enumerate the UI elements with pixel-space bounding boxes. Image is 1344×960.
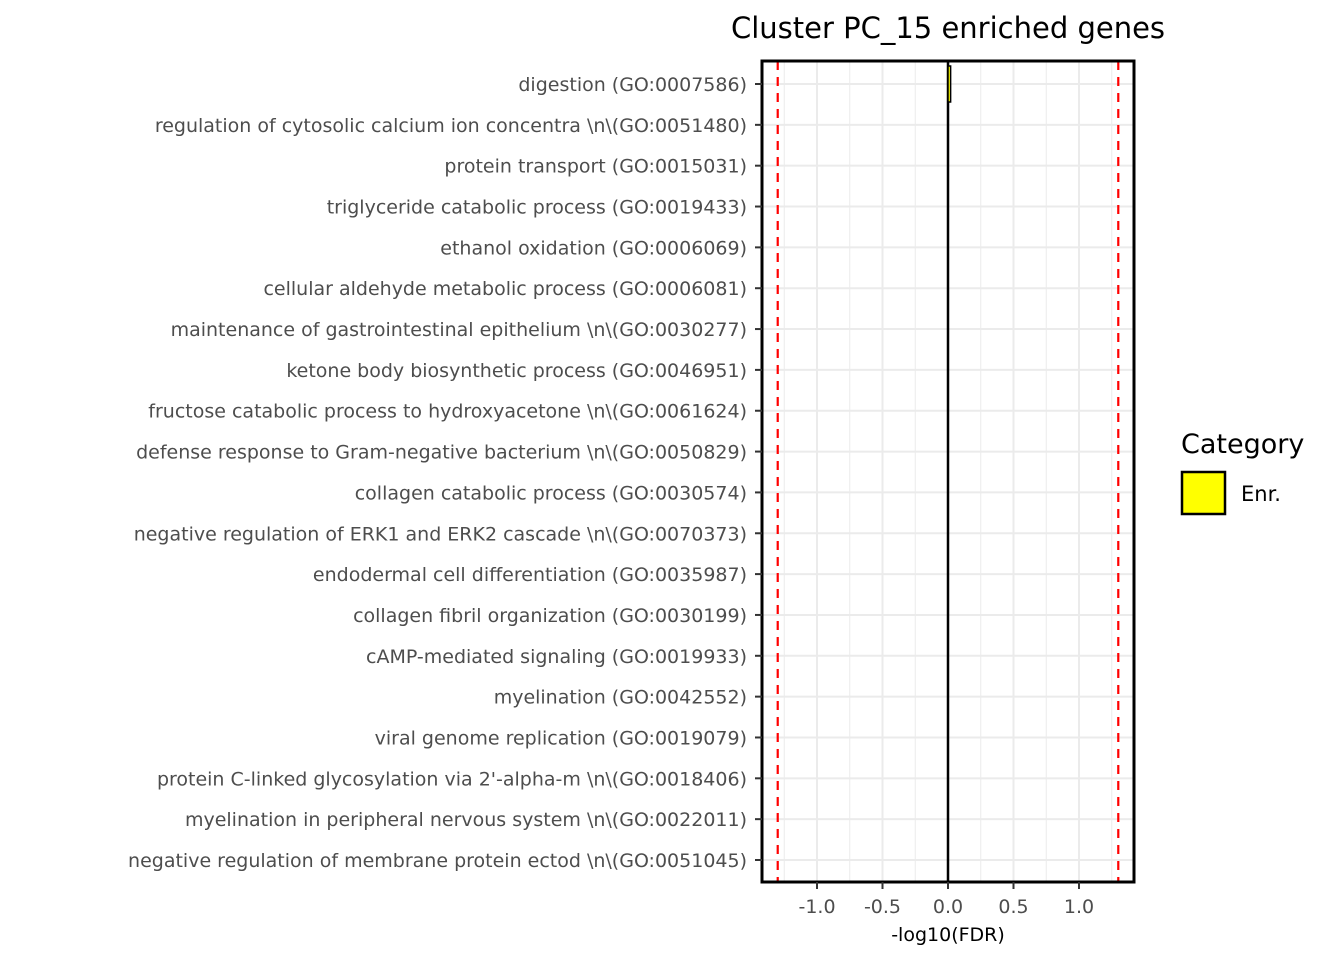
y-tick-label: protein transport (GO:0015031) <box>444 156 747 178</box>
y-tick-label: protein C-linked glycosylation via 2'-al… <box>157 768 747 790</box>
y-tick-label: collagen catabolic process (GO:0030574) <box>355 482 747 504</box>
y-tick-label: collagen fibril organization (GO:0030199… <box>353 605 747 627</box>
y-tick-label: viral genome replication (GO:0019079) <box>375 727 747 749</box>
legend: Category Enr. <box>1180 429 1304 516</box>
y-tick-label: fructose catabolic process to hydroxyace… <box>148 401 747 423</box>
y-tick-label: ketone body biosynthetic process (GO:004… <box>286 360 747 382</box>
y-tick-label: triglyceride catabolic process (GO:00194… <box>327 197 747 219</box>
y-tick-label: negative regulation of membrane protein … <box>128 850 747 872</box>
y-tick-label: myelination in peripheral nervous system… <box>185 809 747 831</box>
y-tick-label: maintenance of gastrointestinal epitheli… <box>171 319 747 341</box>
chart-title: Cluster PC_15 enriched genes <box>731 11 1165 45</box>
x-tick-label: 0.0 <box>933 896 963 918</box>
y-tick-label: regulation of cytosolic calcium ion conc… <box>155 115 747 137</box>
legend-swatch-enr <box>1180 470 1227 516</box>
legend-label-enr: Enr. <box>1241 482 1281 506</box>
bar <box>947 65 952 103</box>
legend-title: Category <box>1181 429 1304 460</box>
x-tick-label: -0.5 <box>864 896 901 918</box>
x-tick-label: 0.5 <box>998 896 1028 918</box>
y-tick-label: cAMP-mediated signaling (GO:0019933) <box>366 646 747 668</box>
y-tick-label: digestion (GO:0007586) <box>518 74 747 96</box>
x-tick-label: -1.0 <box>798 896 835 918</box>
y-tick-label: defense response to Gram-negative bacter… <box>136 442 747 464</box>
x-tick-label: 1.0 <box>1064 896 1094 918</box>
y-tick-label: myelination (GO:0042552) <box>494 687 747 709</box>
y-tick-label: endodermal cell differentiation (GO:0035… <box>313 564 747 586</box>
y-tick-label: cellular aldehyde metabolic process (GO:… <box>263 278 747 300</box>
x-axis-label: -log10(FDR) <box>891 924 1005 946</box>
y-tick-label: ethanol oxidation (GO:0006069) <box>440 237 747 259</box>
y-tick-label: negative regulation of ERK1 and ERK2 cas… <box>134 523 747 545</box>
